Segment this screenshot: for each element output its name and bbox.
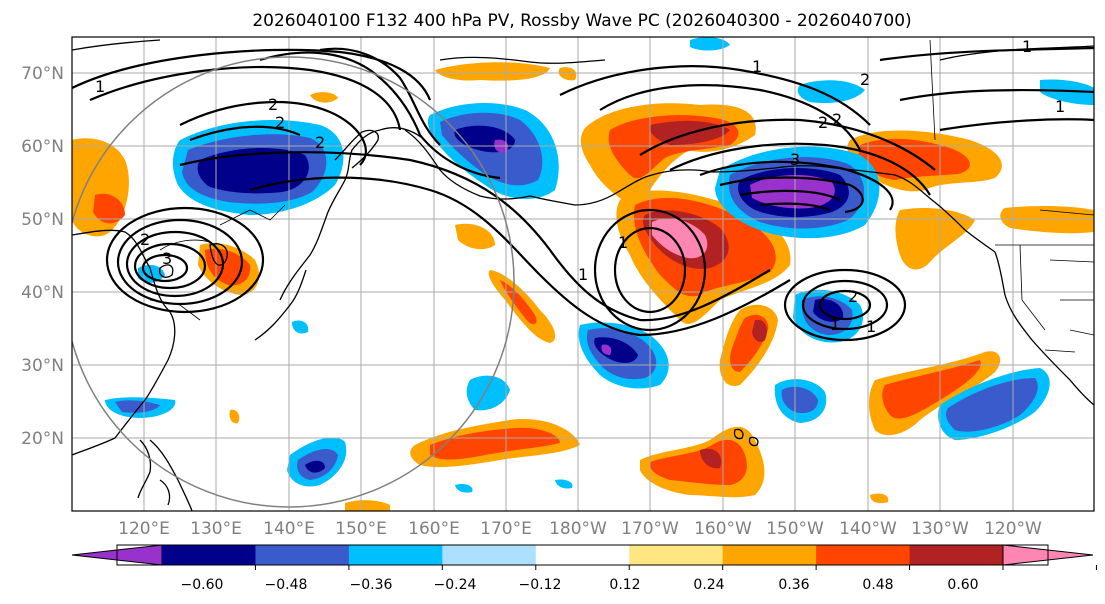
- contour-label: 2: [140, 230, 150, 249]
- range-circle: [72, 56, 515, 508]
- contour-label: 3: [162, 249, 172, 268]
- contour-label: 2: [848, 287, 858, 306]
- lon-label: 150°W: [766, 519, 824, 539]
- contour-label: 1: [830, 315, 840, 334]
- colorbar-tick-label: 0.12: [609, 577, 640, 593]
- colorbar-tick-label: −0.24: [434, 577, 477, 593]
- contour-label: 1: [1022, 37, 1032, 56]
- contour-label: 1: [578, 265, 588, 284]
- colorbar: −0.60 −0.48 −0.36 −0.24 −0.12 0.12 0.24 …: [71, 544, 1097, 593]
- latitude-labels: 70°N 60°N 50°N 40°N 30°N 20°N: [21, 64, 64, 449]
- colorbar-tick-label: 0.60: [947, 577, 978, 593]
- colorbar-swatch: [629, 545, 724, 565]
- colorbar-swatch: [442, 545, 537, 565]
- lon-label: 170°W: [621, 519, 679, 539]
- lon-label: 140°W: [839, 519, 897, 539]
- lat-label: 70°N: [21, 64, 64, 84]
- contour-label: 1: [618, 233, 628, 252]
- contour-label: 2: [315, 133, 325, 152]
- lon-label: 160°W: [694, 519, 752, 539]
- contour-label: 2: [860, 70, 870, 89]
- contour-label: 2: [818, 113, 828, 132]
- colorbar-tick-labels: −0.60 −0.48 −0.36 −0.24 −0.12 0.12 0.24 …: [181, 577, 979, 593]
- colorbar-tick-label: −0.36: [350, 577, 393, 593]
- colorbar-tick-label: −0.12: [519, 577, 562, 593]
- colorbar-frame: [116, 544, 1049, 566]
- colorbar-swatch: [909, 545, 1004, 565]
- colorbar-swatch: [348, 545, 443, 565]
- lon-label: 130°W: [911, 519, 969, 539]
- contour-label: 2: [832, 110, 842, 129]
- lon-label: 130°E: [190, 519, 242, 539]
- contour-label: 1: [95, 77, 105, 96]
- longitude-labels: 120°E 130°E 140°E 150°E 160°E 170°E 180°…: [118, 519, 1042, 539]
- graticule: [72, 37, 1094, 511]
- figure-title: 2026040100 F132 400 hPa PV, Rossby Wave …: [252, 11, 911, 31]
- contour-label: 1: [1055, 97, 1065, 116]
- lon-label: 150°E: [335, 519, 387, 539]
- lon-label: 170°E: [480, 519, 532, 539]
- map-frame: [71, 36, 1095, 512]
- lon-label: 120°W: [984, 519, 1042, 539]
- political-borders: [149, 39, 1094, 353]
- map-area: 1 2 2 2 1 2 2 2 3 1 1 2 1 1 2 3 1 1: [72, 37, 1094, 511]
- lon-label: 160°E: [408, 519, 460, 539]
- colorbar-swatch: [816, 545, 911, 565]
- coastlines: [72, 39, 1094, 511]
- colorbar-swatch: [255, 545, 350, 565]
- colorbar-swatch: [722, 545, 817, 565]
- colorbar-tick-label: 0.36: [778, 577, 809, 593]
- lat-label: 20°N: [21, 429, 64, 449]
- contour-labels: 1 2 2 2 1 2 2 2 3 1 1 2 1 1 2 3 1 1: [95, 37, 1065, 336]
- colorbar-tick-label: 0.24: [693, 577, 724, 593]
- lat-label: 50°N: [21, 210, 64, 230]
- colorbar-tick-label: −0.60: [181, 577, 224, 593]
- colorbar-swatches: [71, 544, 1094, 566]
- lat-label: 40°N: [21, 283, 64, 303]
- colorbar-tick-label: 0.48: [862, 577, 893, 593]
- contour-label: 2: [275, 113, 285, 132]
- lat-label: 60°N: [21, 137, 64, 157]
- contour-label: 1: [866, 317, 876, 336]
- lat-label: 30°N: [21, 356, 64, 376]
- lon-label: 120°E: [118, 519, 170, 539]
- lon-label: 140°E: [263, 519, 315, 539]
- colorbar-tick-label: −0.48: [265, 577, 308, 593]
- colorbar-swatch: [162, 545, 256, 565]
- colorbar-swatch: [535, 545, 630, 565]
- contour-label: 3: [790, 150, 800, 169]
- contour-label: 1: [752, 57, 762, 76]
- pv-contours: [72, 46, 1094, 342]
- lon-label: 180°W: [549, 519, 607, 539]
- contour-label: 2: [268, 95, 278, 114]
- colorbar-ticks: [254, 565, 1097, 570]
